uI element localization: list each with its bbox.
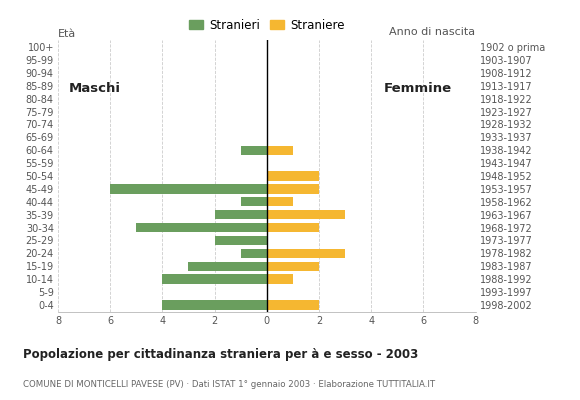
Bar <box>267 184 319 194</box>
Bar <box>267 197 293 206</box>
Bar <box>267 262 319 271</box>
Bar <box>215 210 267 219</box>
Bar <box>267 300 319 310</box>
Bar <box>110 184 267 194</box>
Bar <box>162 274 267 284</box>
Legend: Stranieri, Straniere: Stranieri, Straniere <box>184 14 349 36</box>
Bar <box>267 210 345 219</box>
Bar <box>241 146 267 155</box>
Text: Maschi: Maschi <box>68 82 121 95</box>
Text: Anno di nascita: Anno di nascita <box>390 27 476 37</box>
Bar <box>241 197 267 206</box>
Bar <box>188 262 267 271</box>
Text: Popolazione per cittadinanza straniera per à e sesso - 2003: Popolazione per cittadinanza straniera p… <box>23 348 418 361</box>
Bar <box>241 249 267 258</box>
Text: Età: Età <box>58 29 76 39</box>
Bar <box>162 300 267 310</box>
Bar <box>215 236 267 245</box>
Bar <box>267 223 319 232</box>
Bar <box>267 146 293 155</box>
Bar <box>267 171 319 181</box>
Bar <box>136 223 267 232</box>
Text: COMUNE DI MONTICELLI PAVESE (PV) · Dati ISTAT 1° gennaio 2003 · Elaborazione TUT: COMUNE DI MONTICELLI PAVESE (PV) · Dati … <box>23 380 436 389</box>
Bar <box>267 249 345 258</box>
Text: Femmine: Femmine <box>384 82 452 95</box>
Bar <box>267 274 293 284</box>
